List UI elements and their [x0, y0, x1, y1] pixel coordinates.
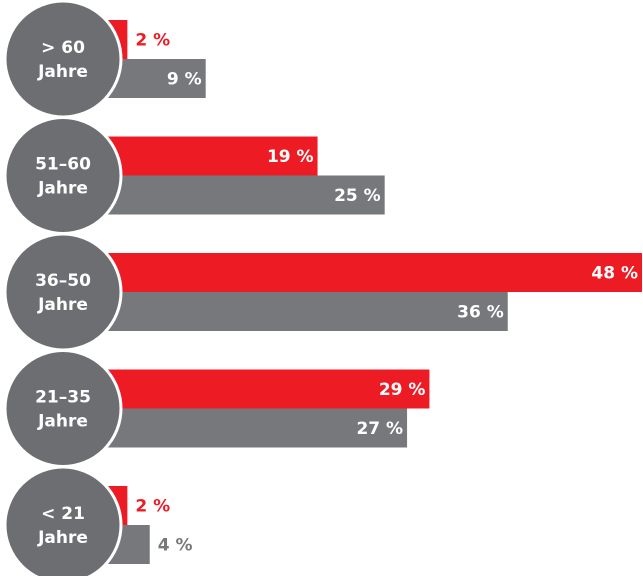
bar [105, 175, 385, 215]
category-circle [3, 465, 123, 576]
category-label: 51–60 [35, 155, 91, 175]
value-label: 29 % [379, 380, 426, 400]
category-label: < 21 [41, 504, 85, 524]
bar [105, 408, 408, 448]
category-label: 36–50 [35, 271, 91, 291]
value-label: 4 % [158, 536, 193, 556]
category-label: Jahre [37, 295, 88, 315]
category-label: Jahre [37, 62, 88, 82]
value-label: 27 % [356, 419, 403, 439]
bar [105, 369, 430, 409]
value-label: 2 % [135, 31, 170, 51]
value-label: 48 % [591, 264, 638, 284]
category-circle [3, 232, 123, 352]
bar [105, 136, 318, 176]
value-label: 36 % [457, 303, 504, 323]
category-label: Jahre [37, 528, 88, 548]
bar [105, 292, 508, 331]
category-circle [3, 0, 123, 119]
value-label: 19 % [267, 147, 314, 167]
value-label: 9 % [167, 70, 202, 90]
bar [105, 253, 642, 292]
value-label: 25 % [334, 186, 381, 206]
category-label: Jahre [37, 412, 88, 432]
category-circle [3, 349, 123, 468]
category-label: Jahre [37, 179, 88, 199]
category-circle [3, 116, 123, 235]
category-label: > 60 [41, 38, 85, 58]
value-label: 2 % [135, 497, 170, 517]
category-label: 21–35 [35, 388, 91, 408]
